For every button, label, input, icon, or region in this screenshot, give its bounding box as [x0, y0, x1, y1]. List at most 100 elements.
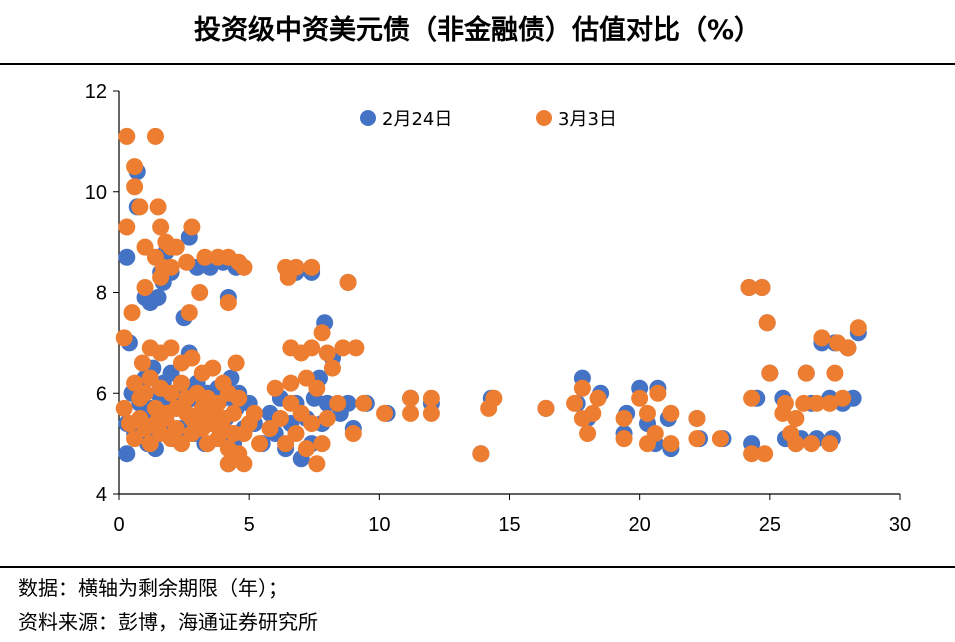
point-mar03	[287, 425, 305, 443]
point-mar03	[646, 425, 664, 443]
x-tick-label: 30	[889, 514, 911, 536]
title-divider	[0, 63, 955, 65]
point-mar03	[204, 404, 222, 422]
point-mar03	[183, 349, 201, 367]
point-mar03	[821, 435, 839, 453]
point-mar03	[787, 435, 805, 453]
point-mar03	[376, 404, 394, 422]
point-mar03	[422, 404, 440, 422]
legend-marker	[360, 110, 376, 126]
point-mar03	[162, 258, 180, 276]
x-tick-label: 20	[629, 514, 651, 536]
point-mar03	[566, 394, 584, 412]
point-mar03	[191, 284, 209, 301]
legend-marker	[536, 110, 552, 126]
point-mar03	[196, 248, 214, 266]
point-mar03	[813, 329, 831, 347]
point-mar03	[126, 158, 144, 176]
point-mar03	[279, 268, 297, 286]
legend: 2月24日 3月3日	[360, 109, 617, 130]
point-mar03	[402, 404, 420, 422]
point-mar03	[584, 404, 602, 422]
point-mar03	[303, 258, 321, 276]
point-mar03	[839, 339, 857, 357]
point-mar03	[225, 404, 243, 422]
point-mar03	[136, 384, 154, 402]
point-mar03	[688, 430, 706, 448]
point-mar03	[631, 389, 649, 407]
x-tick-label: 0	[113, 514, 124, 536]
x-tick-label: 5	[244, 514, 255, 536]
point-feb24	[118, 445, 136, 463]
point-mar03	[162, 339, 180, 357]
point-mar03	[303, 339, 321, 357]
x-tick-label: 10	[368, 514, 390, 536]
point-mar03	[743, 389, 761, 407]
point-mar03	[172, 374, 190, 392]
point-mar03	[662, 435, 680, 453]
point-mar03	[711, 430, 729, 448]
point-mar03	[219, 455, 237, 473]
point-mar03	[802, 435, 820, 453]
point-mar03	[167, 420, 185, 438]
point-mar03	[638, 404, 656, 422]
point-mar03	[797, 364, 815, 382]
point-mar03	[123, 304, 141, 322]
point-mar03	[245, 404, 263, 422]
point-mar03	[761, 364, 779, 382]
point-mar03	[485, 389, 503, 407]
legend-label: 2月24日	[382, 109, 452, 130]
point-feb24	[149, 289, 167, 307]
point-mar03	[579, 425, 597, 443]
point-mar03	[303, 414, 321, 432]
legend-label: 3月3日	[558, 109, 617, 130]
point-mar03	[235, 455, 253, 473]
y-tick-label: 4	[96, 484, 107, 506]
point-mar03	[422, 389, 440, 407]
point-mar03	[313, 324, 331, 342]
point-mar03	[146, 127, 164, 145]
point-mar03	[219, 294, 237, 312]
point-mar03	[313, 435, 331, 453]
point-mar03	[126, 178, 144, 196]
point-mar03	[180, 304, 198, 322]
point-mar03	[225, 425, 243, 443]
point-mar03	[753, 278, 771, 296]
point-mar03	[344, 425, 362, 443]
point-mar03	[808, 394, 826, 412]
point-mar03	[115, 329, 133, 347]
point-mar03	[615, 409, 633, 427]
point-mar03	[649, 384, 667, 402]
point-mar03	[235, 258, 253, 276]
y-tick-label: 8	[96, 283, 107, 305]
point-mar03	[334, 339, 352, 357]
point-mar03	[323, 359, 341, 377]
point-mar03	[227, 354, 245, 372]
point-mar03	[740, 278, 758, 296]
point-mar03	[178, 253, 196, 271]
point-mar03	[329, 394, 347, 412]
point-mar03	[271, 409, 289, 427]
point-mar03	[136, 278, 154, 296]
data-points	[115, 127, 867, 473]
point-mar03	[756, 445, 774, 463]
point-mar03	[573, 379, 591, 397]
chart-title: 投资级中资美元债（非金融债）估值对比（%）	[193, 15, 762, 46]
point-mar03	[821, 394, 839, 412]
point-mar03	[282, 374, 300, 392]
point-mar03	[402, 389, 420, 407]
point-mar03	[118, 127, 136, 145]
point-mar03	[131, 198, 149, 216]
y-tick-label: 12	[85, 81, 107, 103]
point-mar03	[787, 409, 805, 427]
y-tick-label: 6	[96, 383, 107, 405]
point-mar03	[472, 445, 490, 463]
point-mar03	[339, 273, 357, 291]
point-mar03	[193, 420, 211, 438]
point-mar03	[758, 314, 776, 332]
point-mar03	[615, 430, 633, 448]
point-mar03	[795, 394, 813, 412]
point-mar03	[834, 389, 852, 407]
point-mar03	[118, 218, 136, 236]
